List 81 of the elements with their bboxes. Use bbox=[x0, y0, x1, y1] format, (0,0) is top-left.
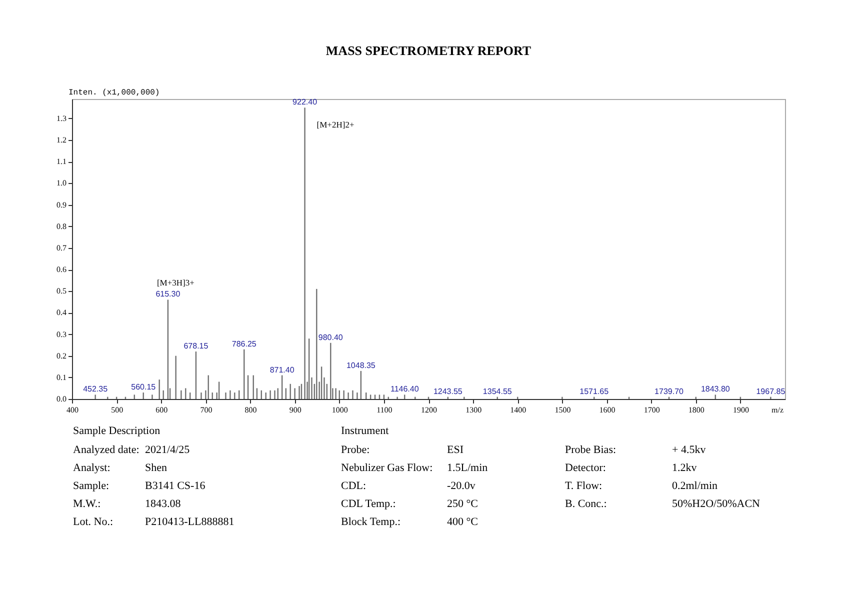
text: Detector: bbox=[565, 462, 606, 474]
annotation: 1739.70 bbox=[654, 386, 684, 396]
y-tick-label: 0.1 bbox=[56, 372, 66, 382]
x-tick-label: 600 bbox=[156, 406, 168, 414]
annotation: 1967.85 bbox=[756, 386, 786, 396]
y-tick-label: 0.0 bbox=[56, 394, 66, 404]
annotation: 678.15 bbox=[184, 342, 209, 351]
annotation: 615.30 bbox=[156, 290, 181, 299]
text: Instrument bbox=[341, 425, 389, 437]
x-tick-label: 500 bbox=[111, 406, 124, 414]
text: 250 °C bbox=[447, 498, 478, 510]
y-tick-label: 1.1 bbox=[56, 157, 66, 166]
x-tick-label: 1500 bbox=[554, 406, 571, 414]
text: CDL Temp.: bbox=[341, 498, 396, 510]
annotation: 1571.65 bbox=[580, 386, 610, 396]
text: Probe: bbox=[341, 444, 370, 456]
x-tick-label: 1600 bbox=[599, 406, 616, 414]
text: M.W.: bbox=[73, 498, 101, 510]
text: Shen bbox=[145, 462, 168, 474]
y-tick-label: 0.4 bbox=[56, 308, 66, 318]
text: Analyst: bbox=[73, 462, 110, 474]
text: -20.0v bbox=[447, 480, 476, 492]
text: 1.5L/min bbox=[447, 462, 488, 474]
y-tick-label: 1.3 bbox=[56, 114, 66, 123]
y-tick-label: 0.9 bbox=[56, 200, 66, 210]
annotation: 786.25 bbox=[232, 339, 257, 348]
text: 2021/4/25 bbox=[145, 444, 190, 456]
annotation: [M+3H]3+ bbox=[156, 278, 195, 288]
text: Sample Description bbox=[73, 425, 161, 437]
x-tick-label: 1900 bbox=[732, 406, 749, 414]
annotation: 452.35 bbox=[83, 384, 108, 394]
x-tick-label: 1300 bbox=[466, 406, 482, 414]
annotation: 922.40 bbox=[292, 98, 318, 107]
text: Analyzed date: bbox=[73, 444, 140, 456]
text: CDL: bbox=[341, 480, 366, 492]
annotation: 560.15 bbox=[131, 382, 156, 392]
text: 1.2kv bbox=[672, 462, 698, 474]
text: 400 °C bbox=[447, 516, 478, 528]
text: 0.2ml/min bbox=[672, 480, 718, 492]
text: Sample: bbox=[73, 480, 110, 492]
annotation: 1146.40 bbox=[390, 384, 420, 394]
x-tick-label: 900 bbox=[289, 406, 302, 414]
x-tick-label: 400 bbox=[66, 406, 78, 414]
y-tick-label: 1.0 bbox=[56, 178, 66, 188]
y-tick-label: 0.2 bbox=[56, 351, 66, 360]
x-tick-label: 1100 bbox=[376, 406, 392, 414]
annotation: 1843.80 bbox=[700, 384, 730, 394]
text: ESI bbox=[447, 444, 464, 456]
y-tick-label: 0.8 bbox=[56, 222, 66, 231]
text: Lot. No.: bbox=[73, 516, 114, 528]
text: + 4.5kv bbox=[672, 444, 706, 456]
y-tick-label: 0.7 bbox=[56, 243, 66, 252]
annotation: 1354.55 bbox=[482, 386, 512, 396]
text: 1843.08 bbox=[145, 498, 182, 510]
y-tick-label: 0.3 bbox=[56, 330, 66, 339]
x-tick-label: 1800 bbox=[688, 406, 704, 414]
annotation: 871.40 bbox=[270, 365, 295, 374]
x-tick-label: 1400 bbox=[510, 406, 526, 414]
y-tick-label: 1.2 bbox=[56, 136, 66, 145]
text: Probe Bias: bbox=[565, 444, 616, 456]
x-tick-label: 700 bbox=[200, 406, 212, 414]
text: Block Temp.: bbox=[341, 516, 401, 528]
text: T. Flow: bbox=[565, 480, 602, 492]
text: 50%H2O/50%ACN bbox=[672, 498, 760, 510]
annotation: 1243.55 bbox=[433, 386, 463, 396]
text: B3141 CS-16 bbox=[145, 480, 206, 492]
annotation: 1048.35 bbox=[346, 360, 376, 370]
text: B. Conc.: bbox=[565, 498, 607, 510]
chart-title: MASS SPECTROMETRY REPORT bbox=[326, 43, 532, 58]
x-tick-label: 1700 bbox=[644, 406, 660, 414]
text: Nebulizer Gas Flow: bbox=[341, 462, 433, 474]
annotation: [M+2H]2+ bbox=[316, 120, 354, 130]
y-tick-label: 0.5 bbox=[56, 286, 66, 296]
x-tick-label: 800 bbox=[244, 406, 257, 414]
text: P210413-LL888881 bbox=[145, 516, 234, 528]
x-axis-title: m/z bbox=[772, 406, 784, 414]
y-axis-title: Inten. (x1,000,000) bbox=[68, 88, 160, 98]
annotation: 980.40 bbox=[318, 332, 344, 342]
x-tick-label: 1000 bbox=[332, 406, 348, 414]
x-tick-label: 1200 bbox=[421, 406, 437, 414]
y-tick-label: 0.6 bbox=[56, 265, 66, 274]
